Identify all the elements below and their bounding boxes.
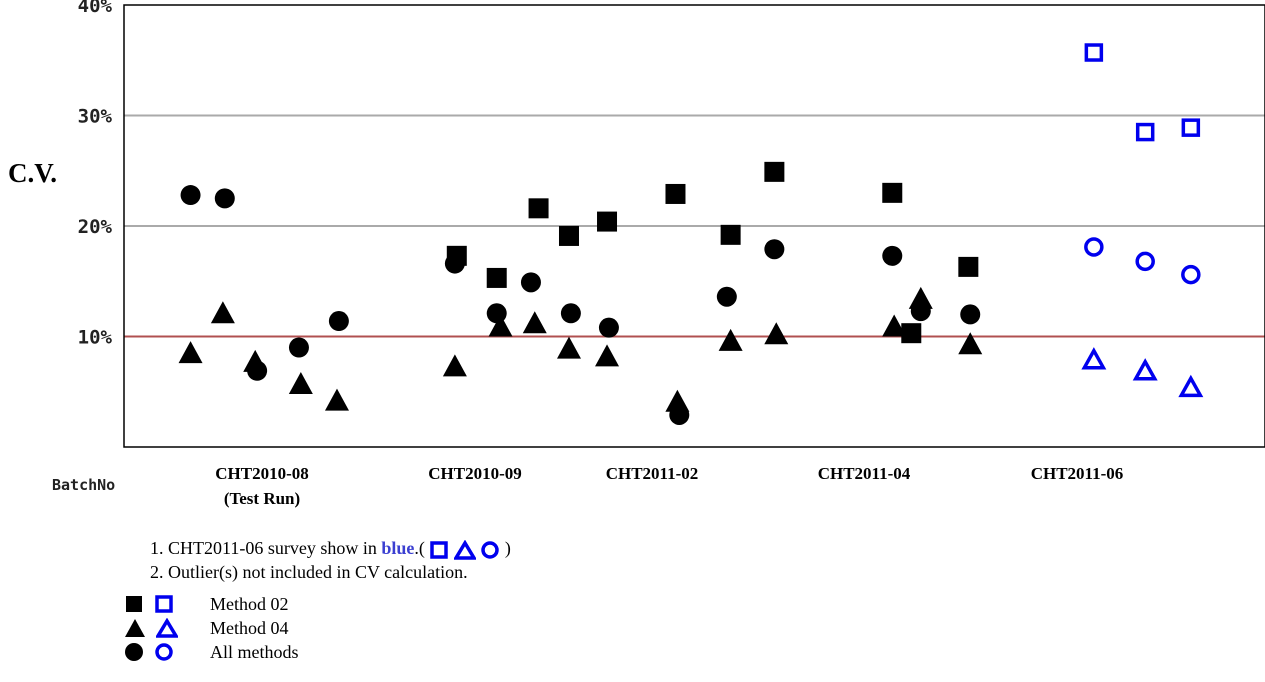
black-circle-point	[486, 303, 507, 324]
legend-item-all-methods: All methods	[124, 640, 299, 664]
category-sublabel: (Test Run)	[224, 489, 300, 508]
y-axis-ticks: 10% 20% 30% 40%	[78, 0, 113, 349]
black-circle-point	[247, 360, 268, 381]
footnote-1: 1. CHT2011-06 survey show in blue.( )	[150, 536, 511, 560]
legend: Method 02 Method 04 All methods	[124, 592, 299, 664]
blue-square-point	[1084, 43, 1104, 62]
black-square-point	[958, 256, 979, 277]
black-circle-point	[882, 245, 903, 266]
y-tick-label: 30%	[78, 106, 113, 128]
black-triangle-point	[288, 372, 313, 395]
blue-triangle-icon	[156, 618, 178, 638]
black-circle-point	[716, 286, 737, 307]
black-triangle-point	[882, 314, 907, 337]
blue-circle-point	[1181, 264, 1201, 285]
black-circle-point	[764, 239, 785, 260]
blue-square-icon	[430, 541, 449, 559]
black-triangle-point	[764, 322, 789, 345]
blue-square-point	[1135, 122, 1155, 142]
black-triangle-point	[178, 341, 203, 364]
black-triangle-point	[442, 354, 467, 377]
blue-triangle-icon	[453, 539, 476, 560]
data-points	[178, 43, 1204, 425]
black-square-point	[486, 267, 507, 288]
black-square-point	[720, 224, 741, 245]
black-circle-point	[328, 311, 349, 332]
category-label: CHT2010-09	[428, 464, 522, 483]
black-triangle-point	[522, 311, 547, 334]
black-square-point	[597, 211, 618, 232]
black-triangle-point	[718, 328, 743, 351]
black-triangle-point	[324, 388, 349, 411]
black-triangle-point	[488, 314, 513, 337]
y-tick-label: 20%	[78, 216, 113, 238]
black-square-point	[558, 225, 579, 246]
category-label: CHT2010-08	[215, 464, 309, 483]
blue-triangle-point	[1081, 347, 1107, 370]
black-triangle-point	[210, 301, 235, 324]
black-square-point	[901, 323, 922, 344]
footnote-1-prefix: 1. CHT2011-06 survey show in	[150, 538, 382, 558]
black-circle-point	[560, 303, 581, 324]
x-axis-categories: CHT2010-08 (Test Run) CHT2010-09 CHT2011-02…	[215, 464, 1123, 508]
legend-item-method-04: Method 04	[124, 616, 299, 640]
footnote-2: 2. Outlier(s) not included in CV calcula…	[150, 562, 468, 582]
y-tick-label: 40%	[78, 0, 113, 17]
black-circle-icon	[125, 643, 143, 661]
black-triangle-point	[595, 344, 620, 367]
legend-item-method-02: Method 02	[124, 592, 299, 616]
grid-lines	[124, 114, 1265, 227]
blue-square-icon	[155, 595, 173, 613]
blue-square-point	[1181, 118, 1201, 137]
legend-label: Method 02	[210, 593, 289, 614]
black-square-point	[882, 182, 903, 203]
legend-label: Method 04	[210, 617, 289, 638]
black-triangle-point	[556, 336, 581, 359]
legend-label: All methods	[210, 641, 299, 662]
black-circle-point	[444, 253, 465, 274]
footnotes: 1. CHT2011-06 survey show in blue.( ) 2.…	[150, 536, 511, 584]
y-axis-label: C.V.	[8, 158, 57, 188]
blue-circle-icon	[481, 541, 500, 559]
black-square-point	[665, 183, 686, 204]
black-circle-point	[520, 272, 541, 293]
black-circle-point	[180, 185, 201, 206]
footnote-1-after: .(	[414, 538, 425, 558]
black-circle-point	[669, 404, 690, 425]
cv-scatter-chart: 10% 20% 30% 40% C.V. BatchNo CHT2010-08 (Tes…	[8, 0, 1265, 508]
black-square-point	[764, 161, 785, 182]
footnote-1-close: )	[504, 538, 511, 558]
blue-circle-point	[1135, 251, 1155, 272]
black-square-icon	[126, 596, 142, 612]
black-square-point	[528, 198, 549, 219]
black-triangle-point	[958, 332, 983, 355]
black-circle-point	[598, 317, 619, 338]
category-label: CHT2011-04	[818, 464, 911, 483]
blue-triangle-point	[1178, 374, 1204, 398]
blue-circle-point	[1084, 237, 1104, 257]
category-label: CHT2011-02	[606, 464, 699, 483]
footnote-1-blue-word: blue	[381, 538, 415, 558]
y-tick-label: 10%	[78, 327, 113, 349]
black-circle-point	[288, 337, 309, 358]
plot-area-frame	[123, 4, 1265, 448]
black-circle-point	[214, 188, 235, 209]
black-circle-point	[960, 304, 981, 325]
x-axis-label: BatchNo	[52, 476, 115, 494]
black-circle-point	[910, 301, 931, 322]
black-triangle-icon	[125, 619, 145, 637]
category-label: CHT2011-06	[1031, 464, 1124, 483]
blue-triangle-point	[1132, 358, 1158, 381]
blue-circle-icon	[155, 643, 173, 661]
